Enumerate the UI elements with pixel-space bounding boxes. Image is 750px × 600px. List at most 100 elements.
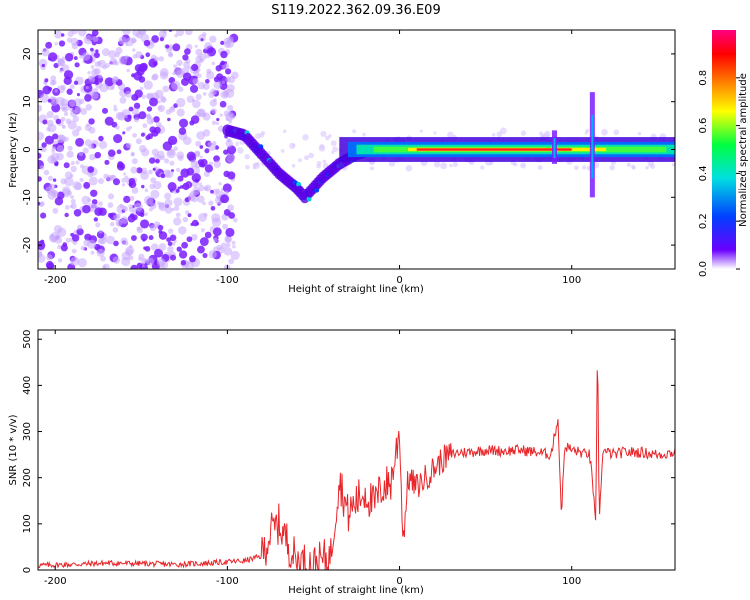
spectrogram-cell xyxy=(197,195,205,203)
spectrogram-cell xyxy=(88,76,96,83)
spectrogram-cell xyxy=(227,171,236,180)
spectrogram-cell xyxy=(70,109,78,118)
spectrogram-cell xyxy=(108,50,117,59)
spectrogram-cell xyxy=(64,212,69,218)
x-tick-label: -200 xyxy=(44,576,67,587)
spectrogram-cell xyxy=(232,244,236,249)
spectrogram-cell xyxy=(237,147,244,154)
spectrogram-cell xyxy=(77,258,87,268)
spectrogram-cell xyxy=(47,98,52,103)
spectrogram-cell xyxy=(80,245,86,251)
snr-y-axis: 0 100 200 300 400 500 xyxy=(22,330,675,573)
spectrogram-cell xyxy=(94,61,100,67)
spectrogram-cell xyxy=(118,55,128,65)
spectrogram-cell xyxy=(151,35,159,43)
spectrogram-cell xyxy=(182,72,192,81)
y-tick-label: -10 xyxy=(22,189,33,205)
spectrogram-cell xyxy=(48,52,58,62)
spectrogram-cell xyxy=(121,177,127,183)
snr-ylabel: SNR (10 * v/v) xyxy=(8,414,19,485)
spectrogram-cell xyxy=(66,37,73,43)
spectrogram-cell xyxy=(128,244,133,249)
spectrogram-cell xyxy=(138,30,147,35)
spectrogram-cell xyxy=(198,34,206,42)
spectrogram-cell xyxy=(202,201,206,206)
spectrogram-cell xyxy=(41,63,45,68)
spectrogram-cell xyxy=(98,140,108,150)
spectrogram-cell xyxy=(148,169,153,175)
spectrogram-cell xyxy=(582,165,587,170)
spectrogram-cell xyxy=(198,213,207,222)
spectrogram-cell xyxy=(178,127,187,135)
spectrogram-cell xyxy=(65,237,71,243)
colorbar-label: Normalized spectral amplitude xyxy=(738,73,749,227)
colorbar-tick-label: 0.0 xyxy=(698,261,709,277)
spectrogram-cell xyxy=(67,145,73,151)
spectrogram-cell xyxy=(112,256,121,264)
spectrogram-cell xyxy=(168,52,173,57)
spectrogram-cell xyxy=(157,201,161,206)
spectrogram-cell xyxy=(77,224,83,230)
spectrogram-cell xyxy=(111,86,115,90)
spectrogram-cell xyxy=(226,153,236,163)
spectrogram-cell xyxy=(222,183,232,193)
spectrogram-cell xyxy=(129,195,135,201)
spectrogram-cell xyxy=(175,188,180,193)
x-tick-label: -100 xyxy=(216,275,239,286)
spectrogram-cell xyxy=(520,130,527,136)
spectrogram-cell xyxy=(208,91,215,98)
spectrogram-cell xyxy=(47,175,53,181)
spectrogram-cell xyxy=(104,116,114,126)
spectrogram-cell xyxy=(289,142,296,149)
spectrogram-cell xyxy=(126,68,130,73)
spectrogram-cell xyxy=(49,96,59,106)
spectrogram-cell xyxy=(198,182,202,186)
spectrogram-cell xyxy=(107,202,114,208)
spectrogram-cell xyxy=(139,219,150,229)
spectrogram-cell xyxy=(369,166,375,171)
spectrogram-cell xyxy=(150,243,159,251)
spectrogram-cell xyxy=(46,254,53,261)
spectrogram-cell xyxy=(112,227,119,233)
spectrogram-cell xyxy=(133,71,143,81)
spectrogram-cell xyxy=(216,117,220,122)
spectrogram-cell xyxy=(195,140,202,147)
spectrogram-cell xyxy=(630,164,636,170)
spectrogram-cell xyxy=(38,201,41,206)
snr-line xyxy=(38,370,675,570)
spectrogram-cell xyxy=(60,116,66,122)
spectrogram-cell xyxy=(213,155,220,163)
spectrogram-cell xyxy=(77,30,87,37)
spectrogram-cell xyxy=(97,201,103,207)
trace-band xyxy=(416,148,572,151)
spectrogram-cell xyxy=(87,70,91,75)
spectrogram-cell xyxy=(158,229,163,235)
spectrogram-cell xyxy=(116,149,122,155)
snr-panel: -200 -100 0 100 0 100 200 300 400 500 Height of … xyxy=(8,329,676,596)
spectrogram-cell xyxy=(145,52,151,58)
spectrogram-cell xyxy=(63,111,69,117)
spectrogram-cell xyxy=(113,240,119,247)
spectrogram-cell xyxy=(150,189,160,199)
spectrogram-cell xyxy=(140,132,146,137)
spectrogram-cell xyxy=(128,106,134,112)
spectrogram-cell xyxy=(71,248,77,254)
spectrogram-cell xyxy=(267,151,271,155)
spectrogram-cell xyxy=(140,171,149,180)
spectrogram-cell xyxy=(121,256,131,267)
spectrogram-cell xyxy=(52,133,59,140)
spectrogram-cell xyxy=(480,165,485,170)
spectrogram-cell xyxy=(225,68,232,75)
spectrogram-cell xyxy=(55,118,62,125)
spectrogram-cell xyxy=(433,131,437,135)
spectrogram-cell xyxy=(182,216,189,223)
spectrogram-cell xyxy=(72,129,80,137)
spectrogram-cell xyxy=(189,255,196,263)
spectrogram-cell xyxy=(352,129,357,134)
spectrogram-cell xyxy=(215,188,220,193)
y-tick-label: 0 xyxy=(22,567,33,573)
spectrogram-cell xyxy=(405,165,413,172)
spectrogram-cell xyxy=(147,133,154,140)
spectrogram-cell xyxy=(226,111,234,118)
